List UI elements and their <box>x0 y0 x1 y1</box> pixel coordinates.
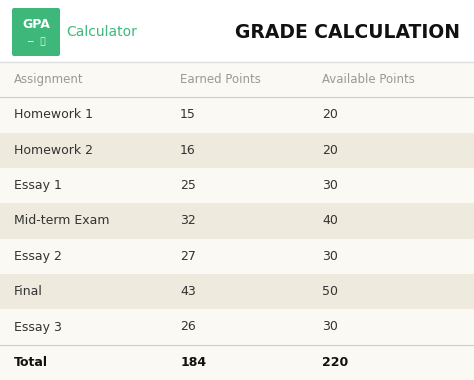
Text: Mid-term Exam: Mid-term Exam <box>14 214 109 228</box>
Text: 184: 184 <box>180 356 206 369</box>
Text: 20: 20 <box>322 109 338 122</box>
Text: GRADE CALCULATION: GRADE CALCULATION <box>235 22 460 41</box>
Text: 25: 25 <box>180 179 196 192</box>
Text: Calculator: Calculator <box>66 25 137 39</box>
FancyBboxPatch shape <box>12 8 60 56</box>
Text: 15: 15 <box>180 109 196 122</box>
Bar <box>0 345 474 380</box>
Text: 50: 50 <box>322 285 338 298</box>
Text: Homework 1: Homework 1 <box>14 109 93 122</box>
Bar <box>0 97 474 133</box>
Text: 32: 32 <box>180 214 196 228</box>
Bar <box>0 203 474 239</box>
Text: 220: 220 <box>322 356 348 369</box>
Text: 16: 16 <box>180 144 196 157</box>
Text: Essay 2: Essay 2 <box>14 250 62 263</box>
Text: Assignment: Assignment <box>14 73 84 86</box>
Bar <box>0 239 474 274</box>
Text: Total: Total <box>14 356 48 369</box>
Text: 30: 30 <box>322 250 338 263</box>
Bar <box>0 0 474 62</box>
Text: 43: 43 <box>180 285 196 298</box>
Text: Homework 2: Homework 2 <box>14 144 93 157</box>
Text: Earned Points: Earned Points <box>180 73 261 86</box>
Text: 40: 40 <box>322 214 338 228</box>
Text: 30: 30 <box>322 320 338 334</box>
Text: 26: 26 <box>180 320 196 334</box>
Text: 27: 27 <box>180 250 196 263</box>
Text: Essay 1: Essay 1 <box>14 179 62 192</box>
Bar <box>0 309 474 345</box>
Bar <box>0 274 474 309</box>
Text: Essay 3: Essay 3 <box>14 320 62 334</box>
Text: 30: 30 <box>322 179 338 192</box>
Text: Available Points: Available Points <box>322 73 415 86</box>
Text: GPA: GPA <box>22 17 50 30</box>
Bar <box>0 133 474 168</box>
Text: Final: Final <box>14 285 43 298</box>
Text: 20: 20 <box>322 144 338 157</box>
Bar <box>0 168 474 203</box>
Bar <box>0 62 474 97</box>
Text: −  ＋: − ＋ <box>27 38 46 47</box>
